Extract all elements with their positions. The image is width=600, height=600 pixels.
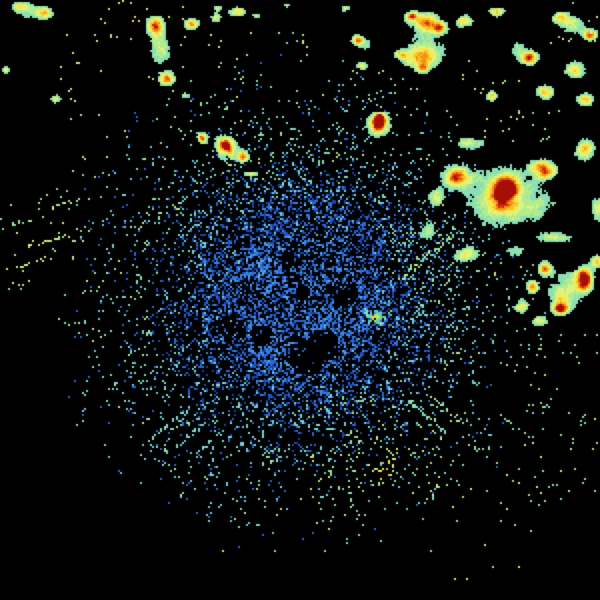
radar-display: [0, 0, 600, 600]
radar-reflectivity-image: [0, 0, 600, 600]
